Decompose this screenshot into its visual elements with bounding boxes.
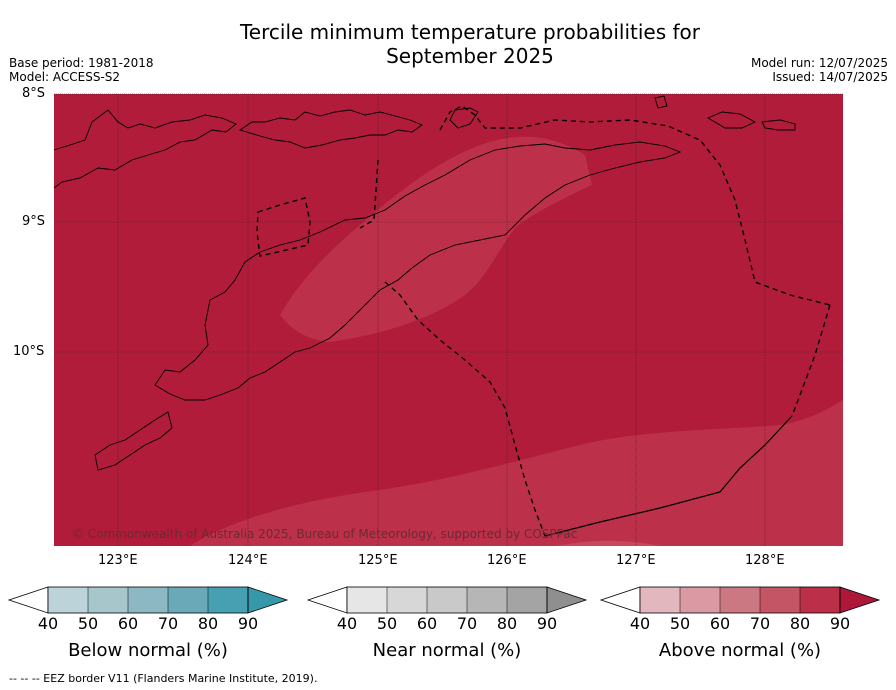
meta-left: Base period: 1981-2018 Model: ACCESS-S2	[9, 56, 154, 84]
gridlines	[54, 93, 843, 546]
below-colorbar-title: Below normal (%)	[68, 640, 228, 661]
title-line-2: September 2025	[386, 44, 554, 68]
coastline-rote	[94, 411, 173, 471]
near-tick-60: 60	[416, 614, 438, 633]
eez-borders	[256, 105, 831, 537]
lon-label-124: 124°E	[228, 553, 268, 568]
near-tick-50: 50	[376, 614, 398, 633]
above-tick-60: 60	[709, 614, 731, 633]
near-colorbar-title: Near normal (%)	[372, 640, 522, 661]
base-period: Base period: 1981-2018	[9, 56, 154, 70]
coastline-wetar	[449, 107, 479, 129]
coastline-islands-north	[238, 109, 423, 149]
coastlines	[53, 95, 796, 471]
below-tick-40: 40	[37, 614, 59, 633]
model-run: Model run: 12/07/2025	[750, 56, 888, 70]
above-tick-90: 90	[829, 614, 851, 633]
lower-band-light	[555, 540, 660, 546]
above-tick-70: 70	[749, 614, 771, 633]
near-tick-90: 90	[536, 614, 558, 633]
eez-border-south	[384, 281, 546, 537]
issued-date: Issued: 14/07/2025	[772, 70, 888, 84]
near-tick-80: 80	[496, 614, 518, 633]
eez-border-oecusse	[256, 197, 311, 257]
meta-right: Model run: 12/07/2025 Issued: 14/07/2025	[751, 56, 888, 84]
lon-label-125: 125°E	[358, 553, 398, 568]
below-tick-50: 50	[77, 614, 99, 633]
eez-border-solid	[544, 415, 793, 537]
lat-label-9: 9°S	[22, 214, 46, 229]
above-colorbar-title: Above normal (%)	[658, 640, 822, 661]
lon-label-128: 128°E	[745, 553, 785, 568]
above-tick-50: 50	[669, 614, 691, 633]
near-tick-70: 70	[456, 614, 478, 633]
below-tick-70: 70	[157, 614, 179, 633]
lon-label-126: 126°E	[487, 553, 527, 568]
eez-footnote: -- -- -- EEZ border V11 (Flanders Marine…	[9, 672, 318, 685]
model-name: Model: ACCESS-S2	[9, 70, 121, 84]
coastline-timor	[154, 141, 682, 401]
eez-border-timor-leste	[359, 159, 379, 229]
chart-title: Tercile minimum temperature probabilitie…	[170, 20, 770, 68]
lat-label-10: 10°S	[13, 344, 45, 359]
near-tick-40: 40	[336, 614, 358, 633]
below-tick-60: 60	[117, 614, 139, 633]
coastline-small-isle	[654, 95, 668, 109]
below-tick-90: 90	[237, 614, 259, 633]
below-tick-80: 80	[197, 614, 219, 633]
above-tick-80: 80	[789, 614, 811, 633]
coastline-east-isles	[707, 111, 796, 131]
title-line-1: Tercile minimum temperature probabilitie…	[239, 20, 701, 44]
lon-label-127: 127°E	[616, 553, 656, 568]
copyright-notice: © Commonwealth of Australia 2025, Bureau…	[72, 527, 578, 541]
lon-label-123: 123°E	[98, 553, 138, 568]
eez-border-east	[791, 304, 831, 417]
lat-label-8: 8°S	[22, 86, 46, 101]
above-tick-40: 40	[629, 614, 651, 633]
near-normal-band	[280, 136, 592, 342]
lower-band	[190, 400, 843, 546]
coastline-flores-alor	[53, 109, 237, 189]
